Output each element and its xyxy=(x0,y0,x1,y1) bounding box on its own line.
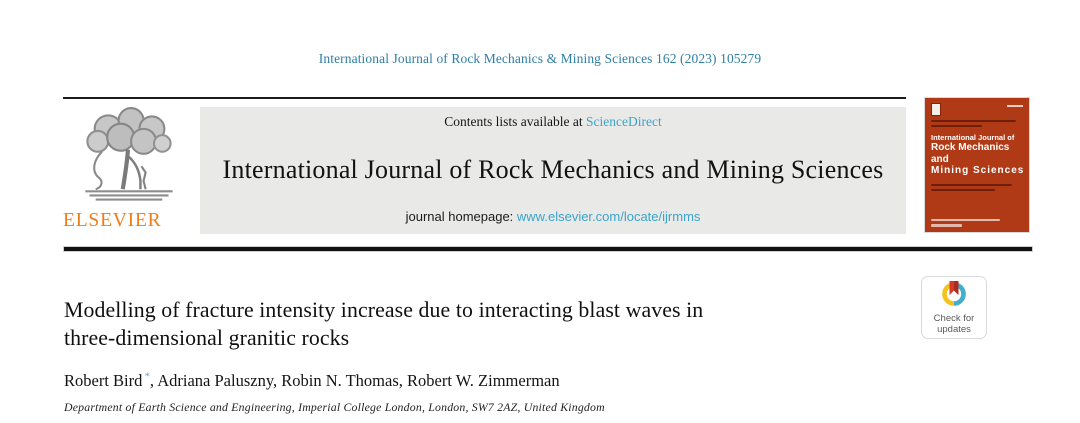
cover-wordmark-bar xyxy=(931,224,963,227)
cover-title-line4: Mining Sciences xyxy=(931,165,1025,176)
running-head-citation: International Journal of Rock Mechanics … xyxy=(318,51,762,66)
author-name: Robin N. Thomas xyxy=(281,371,399,390)
masthead-gray-panel: Contents lists available at ScienceDirec… xyxy=(200,107,906,234)
masthead-divider-rule xyxy=(63,246,1033,252)
cover-editors-bar xyxy=(931,188,996,191)
author-name: Robert Bird xyxy=(64,371,143,390)
publisher-logo-block: ELSEVIER xyxy=(63,99,200,234)
cover-editors-bar xyxy=(931,183,1012,186)
author-name: Robert W. Zimmerman xyxy=(407,371,560,390)
journal-title: International Journal of Rock Mechanics … xyxy=(222,154,884,184)
cover-footer-bar xyxy=(931,219,1000,221)
cover-header-row xyxy=(931,103,1023,117)
cover-subtitle-bar xyxy=(931,120,1016,122)
corresponding-author-marker: * xyxy=(142,371,150,383)
cover-issn-placeholder xyxy=(1007,105,1023,107)
article-title-line1: Modelling of fracture intensity increase… xyxy=(64,298,704,322)
article-title: Modelling of fracture intensity increase… xyxy=(64,296,944,352)
affiliation: Department of Earth Science and Engineer… xyxy=(64,400,605,414)
contents-lists-text: Contents lists available at xyxy=(444,114,586,129)
check-for-updates-label: Check for updates xyxy=(933,313,975,335)
check-for-updates-badge[interactable]: Check for updates xyxy=(921,276,987,339)
journal-masthead: ELSEVIER Contents lists available at Sci… xyxy=(63,97,906,234)
cover-title-line1: International Journal of xyxy=(931,133,1015,142)
crossmark-icon xyxy=(940,281,968,313)
contents-lists-line: Contents lists available at ScienceDirec… xyxy=(444,114,661,130)
elsevier-tree-icon xyxy=(77,106,181,215)
authors-line: Robert Bird *, Adriana Paluszny, Robin N… xyxy=(64,371,560,390)
journal-homepage-line: journal homepage: www.elsevier.com/locat… xyxy=(406,209,701,224)
author-name: Adriana Paluszny xyxy=(157,371,273,390)
cover-subtitle-bar xyxy=(931,125,982,127)
sciencedirect-link[interactable]: ScienceDirect xyxy=(586,114,662,129)
journal-homepage-link[interactable]: www.elsevier.com/locate/ijrmms xyxy=(516,209,701,224)
cover-publisher-mark-icon xyxy=(931,103,941,116)
journal-cover-thumbnail: International Journal of Rock Mechanics … xyxy=(925,98,1029,232)
homepage-label: journal homepage: xyxy=(405,209,517,224)
cover-title-line3: and xyxy=(931,153,949,165)
check-for-updates-line1: Check for xyxy=(933,313,975,324)
elsevier-wordmark: ELSEVIER xyxy=(63,210,162,231)
article-title-line2: three-dimensional granitic rocks xyxy=(64,326,350,350)
cover-title-line2: Rock Mechanics xyxy=(931,142,1010,153)
check-for-updates-line2: updates xyxy=(937,323,971,335)
cover-spacer xyxy=(931,191,1023,217)
